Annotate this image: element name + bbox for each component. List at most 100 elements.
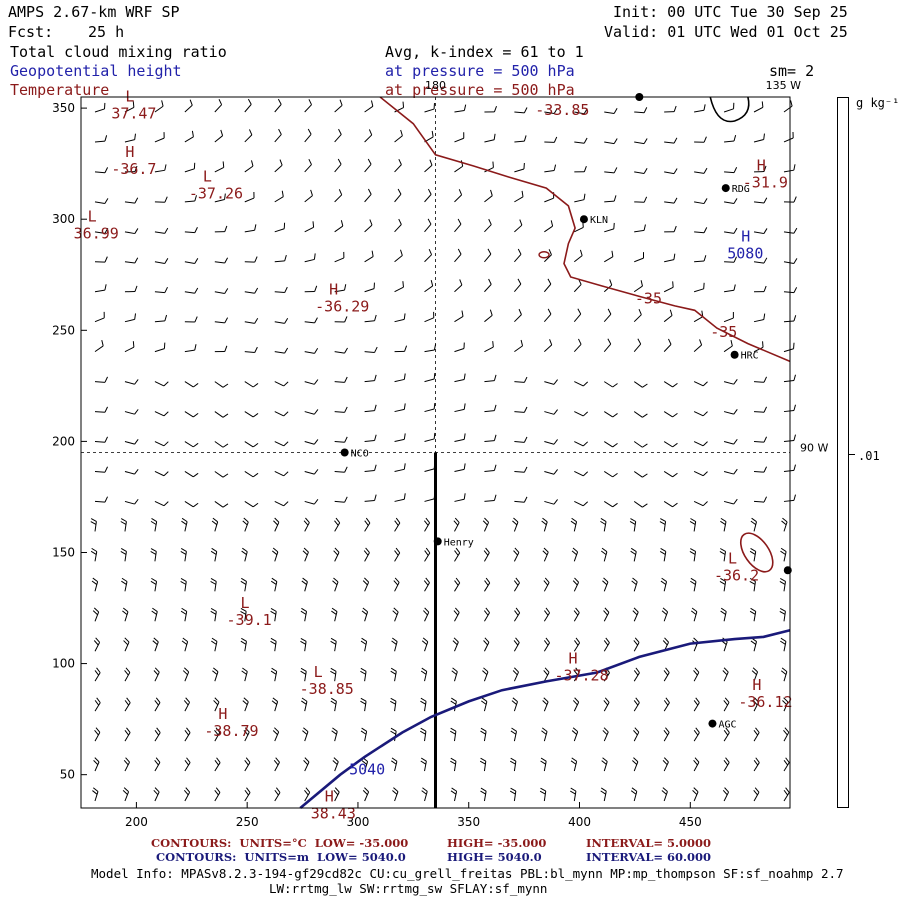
wind-barb-staff <box>184 671 190 682</box>
wind-barb-staff <box>244 291 255 294</box>
wind-barb-flag <box>191 130 194 137</box>
wind-barb <box>244 381 259 388</box>
meridian-label: 180 <box>425 79 446 92</box>
wind-barb-flag <box>750 520 757 526</box>
wind-barb <box>330 697 337 712</box>
wind-barb-flag <box>224 288 229 294</box>
wind-barb-flag <box>485 577 491 584</box>
wind-barb-flag <box>95 637 100 643</box>
wind-barb-flag <box>553 499 558 505</box>
wind-barb-flag <box>121 577 128 582</box>
wind-barb-flag <box>582 411 589 417</box>
wind-barb <box>90 547 98 562</box>
wind-barb-flag <box>104 256 108 263</box>
wind-barb-flag <box>271 667 277 672</box>
wind-barb-staff <box>754 500 765 503</box>
wind-barb <box>94 198 109 205</box>
wind-barb-flag <box>514 547 520 553</box>
wind-barb <box>214 161 225 173</box>
wind-barb-staff <box>124 521 127 532</box>
wind-barb-flag <box>480 727 487 732</box>
station-label: RDG <box>732 184 750 195</box>
temperature-contour <box>379 96 791 363</box>
wind-barb-flag <box>453 610 459 616</box>
wind-barb <box>244 160 254 173</box>
wind-barb-staff <box>513 671 519 682</box>
wind-barb-staff <box>334 581 339 592</box>
wind-barb-staff <box>603 521 607 532</box>
wind-barb-flag <box>272 547 279 553</box>
wind-barb <box>453 517 460 532</box>
wind-barb-flag <box>194 195 197 202</box>
wind-barb <box>214 99 223 113</box>
wind-barb-flag <box>92 787 99 792</box>
wind-barb-flag <box>755 727 760 733</box>
wind-barb <box>664 253 676 263</box>
contour-annotation: H <box>568 650 577 668</box>
wind-barb <box>750 517 757 532</box>
wind-barb-flag <box>344 284 347 291</box>
wind-barb-flag <box>763 313 766 320</box>
wind-barb-staff <box>483 791 487 802</box>
wind-barb-staff <box>244 197 255 203</box>
wind-barb <box>304 439 319 445</box>
wind-barb <box>783 100 793 113</box>
wind-barb-flag <box>673 197 678 204</box>
wind-barb <box>121 577 128 592</box>
wind-barb-staff <box>154 348 165 353</box>
wind-barb-staff <box>394 468 405 472</box>
wind-barb <box>634 252 645 263</box>
wind-barb-flag <box>151 577 157 582</box>
wind-barb <box>152 637 159 652</box>
wind-barb <box>631 577 638 592</box>
wind-barb-flag <box>702 501 708 507</box>
wind-barb <box>484 374 497 383</box>
wind-barb <box>483 607 490 622</box>
wind-barb-flag <box>193 502 199 508</box>
wind-barb <box>394 403 406 413</box>
wind-barb-flag <box>421 640 428 645</box>
wind-barb-staff <box>424 164 433 173</box>
wind-barb <box>753 757 760 772</box>
wind-barb-staff <box>94 642 101 652</box>
wind-barb-flag <box>629 521 636 525</box>
wind-barb-staff <box>603 501 613 508</box>
wind-barb-flag <box>398 218 402 225</box>
wind-barb-staff <box>603 381 613 388</box>
wind-barb-flag <box>512 670 518 676</box>
wind-barb <box>544 439 558 445</box>
wind-barb-staff <box>214 261 225 264</box>
wind-barb <box>753 313 766 323</box>
wind-barb-flag <box>543 697 549 703</box>
wind-barb-flag <box>245 757 251 763</box>
wind-barb-flag <box>181 640 188 645</box>
wind-barb-flag <box>333 757 339 763</box>
wind-barb-flag <box>793 258 798 264</box>
wind-barb-flag <box>364 787 370 793</box>
wind-barb <box>334 376 348 383</box>
wind-barb-flag <box>509 760 516 765</box>
wind-barb-flag <box>104 227 109 234</box>
wind-barb-flag <box>304 789 309 796</box>
wind-barb-flag <box>750 607 756 612</box>
wind-barb <box>364 314 377 323</box>
wind-barb-staff <box>454 378 465 383</box>
wind-barb <box>574 500 589 507</box>
wind-barb-flag <box>93 607 100 613</box>
wind-barb-flag <box>272 697 278 702</box>
wind-barb-flag <box>370 100 374 107</box>
contour-annotation: -35 <box>710 323 737 341</box>
wind-barb <box>693 667 700 682</box>
wind-barb <box>484 577 491 592</box>
wind-barb <box>122 787 130 802</box>
wind-barb <box>184 227 198 234</box>
wind-barb <box>753 257 768 264</box>
wind-barb <box>514 135 527 143</box>
wind-barb-staff <box>94 672 101 682</box>
wind-barb-flag <box>660 518 666 522</box>
forecast-hour: 25 h <box>88 23 125 41</box>
wind-barb <box>394 517 401 532</box>
wind-barb <box>154 314 168 323</box>
wind-barb-flag <box>94 670 100 676</box>
wind-barb-flag <box>605 637 610 643</box>
